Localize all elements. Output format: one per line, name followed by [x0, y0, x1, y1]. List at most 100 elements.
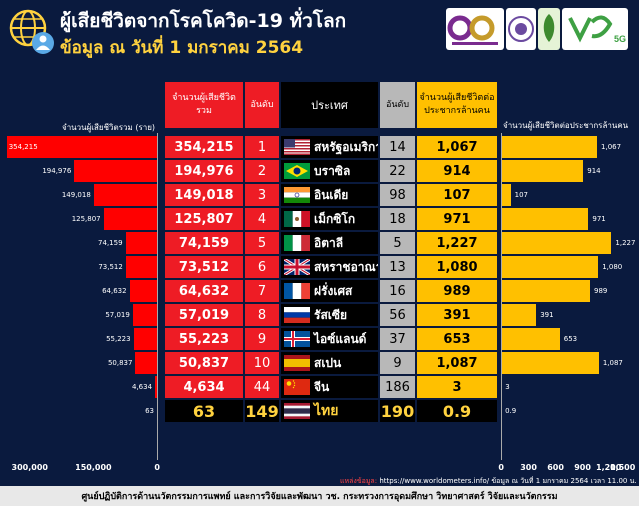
flag-mx-icon [284, 211, 310, 227]
deaths-bar-label: 63 [145, 407, 154, 415]
header-per-million: จำนวนผู้เสียชีวิตต่อประชากรล้านคน [417, 82, 497, 128]
country-name: รัสเซีย [314, 307, 348, 322]
country-name: ไทย [314, 403, 339, 419]
flag-is-icon [284, 331, 310, 347]
flag-in-icon [284, 187, 310, 203]
deaths-bar [133, 328, 157, 350]
right-axis-line [501, 133, 502, 460]
flag-us-icon [284, 139, 310, 155]
flag-th-icon [284, 403, 310, 419]
per-million-cell: 971 [417, 208, 497, 230]
5g-logo: 5G [562, 8, 628, 50]
per-million-cell: 1,067 [417, 136, 497, 158]
rank-per-million-cell: 190 [380, 400, 415, 422]
globe-logo-icon [9, 9, 54, 54]
deaths-bar-label: 57,019 [105, 311, 130, 319]
rank-cell: 44 [245, 376, 279, 398]
rank-cell: 149 [245, 400, 279, 422]
per-million-bar [501, 232, 612, 254]
deaths-bar [125, 256, 157, 278]
deaths-cell: 149,018 [165, 184, 243, 206]
page-subtitle: ข้อมูล ณ วันที่ 1 มกราคม 2564 [60, 38, 304, 58]
deaths-cell: 74,159 [165, 232, 243, 254]
deaths-bar [135, 352, 157, 374]
per-million-bar [501, 160, 584, 182]
rank-per-million-cell: 18 [380, 208, 415, 230]
per-million-bar [501, 256, 599, 278]
per-million-bar-label: 0.9 [505, 407, 517, 415]
country-name: อินเดีย [314, 187, 349, 202]
per-million-cell: 1,087 [417, 352, 497, 374]
header-deaths: จำนวนผู้เสียชีวิตรวม [165, 82, 243, 128]
right-axis-tick: 300 [520, 463, 537, 472]
per-million-cell: 1,080 [417, 256, 497, 278]
per-million-cell: 1,227 [417, 232, 497, 254]
rank-cell: 7 [245, 280, 279, 302]
deaths-bar-label: 64,632 [102, 287, 127, 295]
deaths-bar [6, 136, 157, 158]
nrct-logo [538, 8, 560, 50]
per-million-bar [501, 208, 589, 230]
flag-it-icon [284, 235, 310, 251]
country-name: สเปน [314, 355, 342, 370]
rank-cell: 9 [245, 328, 279, 350]
per-million-bar-label: 1,227 [615, 239, 636, 247]
per-million-bar-label: 1,067 [601, 143, 622, 151]
deaths-bar [132, 304, 157, 326]
per-million-bar [501, 352, 599, 374]
deaths-bar [74, 160, 157, 182]
country-cell: สหรัฐอเมริกา [281, 136, 378, 158]
country-name: ฝรั่งเศส [314, 283, 353, 298]
per-million-bar-label: 1,087 [602, 359, 623, 367]
rank-per-million-cell: 13 [380, 256, 415, 278]
per-million-bar [501, 136, 598, 158]
per-million-cell: 914 [417, 160, 497, 182]
deaths-bar-label: 74,159 [98, 239, 123, 247]
deaths-bar [103, 208, 157, 230]
rank-per-million-cell: 22 [380, 160, 415, 182]
right-axis-title: จำนวนผู้เสียชีวิตต่อประชากรล้านคน [503, 121, 629, 130]
left-axis-tick: 0 [154, 463, 160, 472]
per-million-bar [501, 184, 511, 206]
deaths-cell: 354,215 [165, 136, 243, 158]
flag-br-icon [284, 163, 310, 179]
deaths-bar-label: 73,512 [98, 263, 123, 271]
per-million-bar-label: 391 [540, 311, 554, 319]
deaths-bar [125, 232, 157, 254]
country-cell: ไทย [281, 400, 378, 422]
deaths-cell: 73,512 [165, 256, 243, 278]
country-cell: เม็กซิโก [281, 208, 378, 230]
per-million-cell: 391 [417, 304, 497, 326]
flag-fr-icon [284, 283, 310, 299]
per-million-bar-label: 653 [563, 335, 578, 343]
rank-cell: 5 [245, 232, 279, 254]
left-axis-line [157, 133, 158, 460]
country-cell: สเปน [281, 352, 378, 374]
deaths-bar-label: 4,634 [132, 383, 153, 391]
rank-per-million-cell: 5 [380, 232, 415, 254]
rank-cell: 8 [245, 304, 279, 326]
rank-cell: 6 [245, 256, 279, 278]
rank-per-million-cell: 9 [380, 352, 415, 374]
per-million-bar [501, 328, 560, 350]
anniversary-logo [446, 8, 504, 50]
rank-cell: 4 [245, 208, 279, 230]
deaths-bar-label: 194,976 [42, 167, 72, 175]
country-cell: สหราชอาณาจักร [281, 256, 378, 278]
rank-per-million-cell: 98 [380, 184, 415, 206]
footer-bar: ศูนย์ปฏิบัติการด้านนวัตกรรมการแพทย์ และก… [0, 486, 639, 506]
right-axis-tick: 1,500 [610, 463, 636, 472]
per-million-bar-label: 1,080 [602, 263, 623, 271]
per-million-cell: 989 [417, 280, 497, 302]
deaths-cell: 4,634 [165, 376, 243, 398]
country-cell: อินเดีย [281, 184, 378, 206]
country-name: จีน [314, 379, 330, 394]
deaths-cell: 64,632 [165, 280, 243, 302]
rank-per-million-cell: 186 [380, 376, 415, 398]
header-rank-per-million: อันดับ [380, 82, 415, 128]
per-million-bar [501, 304, 537, 326]
deaths-cell: 63 [165, 400, 243, 422]
country-cell: ไอซ์แลนด์ [281, 328, 378, 350]
country-cell: ฝรั่งเศส [281, 280, 378, 302]
rank-per-million-cell: 37 [380, 328, 415, 350]
